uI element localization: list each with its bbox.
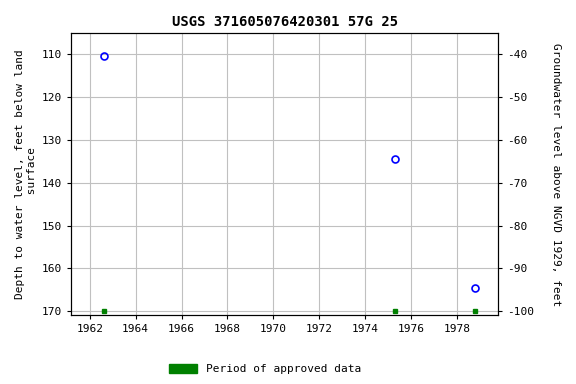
Legend: Period of approved data: Period of approved data — [165, 359, 365, 379]
Title: USGS 371605076420301 57G 25: USGS 371605076420301 57G 25 — [172, 15, 398, 29]
Y-axis label: Depth to water level, feet below land
 surface: Depth to water level, feet below land su… — [15, 49, 37, 299]
Y-axis label: Groundwater level above NGVD 1929, feet: Groundwater level above NGVD 1929, feet — [551, 43, 561, 306]
